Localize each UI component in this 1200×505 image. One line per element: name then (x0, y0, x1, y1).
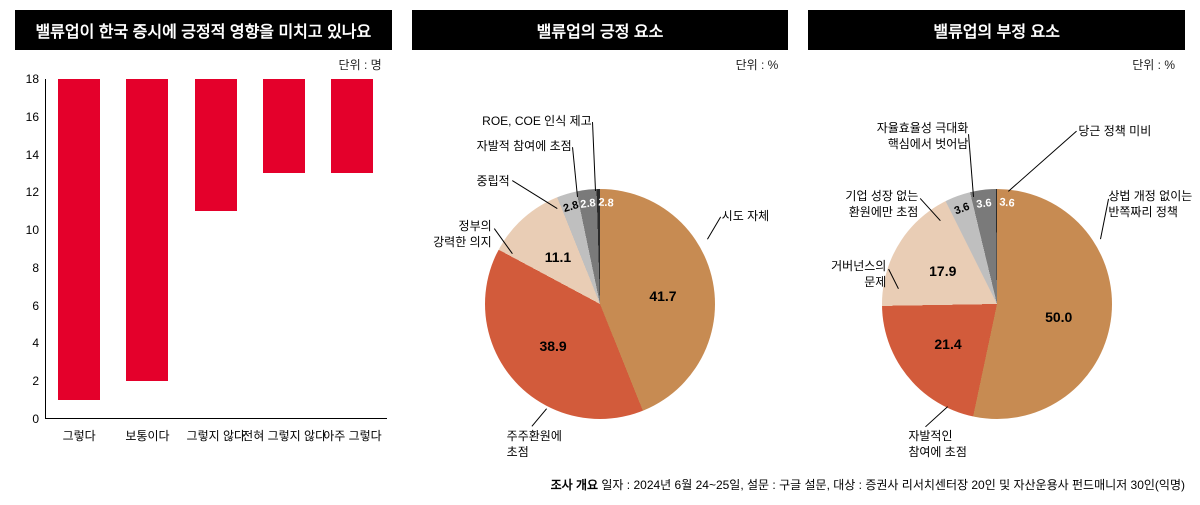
bar-slot: 보통이다 (113, 79, 181, 419)
pie-slice-value: 11.1 (545, 249, 571, 265)
pie-negative-title: 밸류업의 부정 요소 (808, 10, 1185, 50)
bar-ytick: 4 (15, 336, 45, 350)
bar (58, 79, 100, 400)
bar-group: 그렇다보통이다그렇지 않다전혀 그렇지 않다아주 그렇다 (45, 79, 387, 419)
bar-chart-panel: 밸류업이 한국 증시에 긍정적 영향을 미치고 있나요 단위 : 명 0 2 4 6 8… (15, 10, 392, 465)
footnote-text: 일자 : 2024년 6월 24~25일, 설문 : 구글 설문, 대상 : 증… (598, 478, 1185, 492)
pie-leader-line (572, 147, 578, 197)
bar-slot: 그렇다 (45, 79, 113, 419)
pie-slice-value: 50.0 (1045, 309, 1072, 325)
pie-slice-label: 중립적 (477, 174, 510, 190)
pie-slice-label: ROE, COE 인식 제고 (482, 114, 592, 130)
pie-slice-label: 상법 개정 없이는반쪽짜리 정책 (1108, 189, 1192, 220)
bar-ytick: 2 (15, 374, 45, 388)
bar-chart: 024681012141618 그렇다보통이다그렇지 않다전혀 그렇지 않다아주… (15, 79, 392, 449)
pie-slice-value: 3.6 (976, 197, 993, 211)
bar-category-label: 전혀 그렇지 않다 (242, 427, 326, 444)
bar (195, 79, 237, 211)
bar-ytick: 8 (15, 261, 45, 275)
pie-slice-label: 거버넌스의문제 (831, 259, 886, 290)
pie-negative-chart: 50.0상법 개정 없이는반쪽짜리 정책21.4자발적인참여에 초점17.9거버… (808, 79, 1185, 459)
bar-ytick: 10 (15, 223, 45, 237)
bar-slot: 전혀 그렇지 않다 (250, 79, 318, 419)
pie-positive-circle (485, 189, 715, 419)
pie-slice-label: 당근 정책 미비 (1078, 124, 1151, 140)
pie-leader-line (1008, 131, 1077, 192)
bar-category-label: 그렇다 (63, 427, 96, 444)
pie-negative-panel: 밸류업의 부정 요소 단위 : % 50.0상법 개정 없이는반쪽짜리 정책21… (808, 10, 1185, 465)
pie-negative-unit: 단위 : % (808, 56, 1185, 73)
bar-ytick: 18 (15, 72, 45, 86)
pie-leader-line (512, 180, 558, 209)
pie-leader-line (707, 217, 721, 240)
pie-slice-label: 자율효율성 극대화핵심에서 벗어남 (877, 121, 969, 152)
pie-positive-panel: 밸류업의 긍정 요소 단위 : % 41.7 시도 자체 38.9 주주환원에초점 11… (412, 10, 789, 465)
pie-leader-line (926, 406, 949, 427)
pie-slice-value: 3.6 (999, 197, 1015, 211)
pie-slice-value: 2.8 (580, 197, 597, 211)
bar-slot: 그렇지 않다 (182, 79, 250, 419)
pie-leader-line (531, 408, 547, 427)
bar-ytick: 12 (15, 185, 45, 199)
bar (263, 79, 305, 173)
pie-slice-value: 21.4 (934, 336, 961, 352)
bar-category-label: 아주 그렇다 (323, 427, 382, 444)
pie-positive-chart: 41.7 시도 자체 38.9 주주환원에초점 11.1 정부의강력한 의지 2.8 중립적 2… (412, 79, 789, 459)
pie-slice-label: 시도 자체 (722, 209, 770, 225)
bar-category-label: 보통이다 (125, 427, 169, 444)
pie-leader-line (968, 134, 974, 197)
pie-slice-value: 38.9 (539, 338, 566, 354)
charts-container: 밸류업이 한국 증시에 긍정적 영향을 미치고 있나요 단위 : 명 0 2 4 6 8… (0, 0, 1200, 505)
pie-leader-line (592, 122, 596, 191)
pie-slice-value: 2.8 (598, 197, 614, 210)
bar-chart-title: 밸류업이 한국 증시에 긍정적 영향을 미치고 있나요 (15, 10, 392, 50)
bar-ytick: 6 (15, 299, 45, 313)
pie-slice-label: 자발적 참여에 초점 (477, 139, 572, 155)
bar-category-label: 그렇지 않다 (187, 427, 246, 444)
bar-ytick: 16 (15, 110, 45, 124)
bar-ytick: 0 (15, 412, 45, 426)
bar (331, 79, 373, 173)
pie-negative-circle (882, 189, 1112, 419)
pie-slice-value: 41.7 (649, 288, 676, 304)
pie-slice-label: 자발적인참여에 초점 (908, 429, 967, 460)
pie-slice-label: 주주환원에초점 (507, 429, 562, 460)
pie-slice-label: 정부의강력한 의지 (433, 219, 492, 250)
bar (126, 79, 168, 381)
footnote-prefix: 조사 개요 (551, 478, 599, 492)
bar-chart-unit: 단위 : 명 (15, 56, 392, 73)
pie-slice-label: 기업 성장 없는환원에만 초점 (845, 189, 918, 220)
pie-positive-unit: 단위 : % (412, 56, 789, 73)
pie-slice-value: 17.9 (929, 263, 956, 279)
survey-footnote: 조사 개요 일자 : 2024년 6월 24~25일, 설문 : 구글 설문, … (551, 476, 1185, 493)
pie-positive-title: 밸류업의 긍정 요소 (412, 10, 789, 50)
bar-ytick: 14 (15, 148, 45, 162)
bar-slot: 아주 그렇다 (318, 79, 386, 419)
